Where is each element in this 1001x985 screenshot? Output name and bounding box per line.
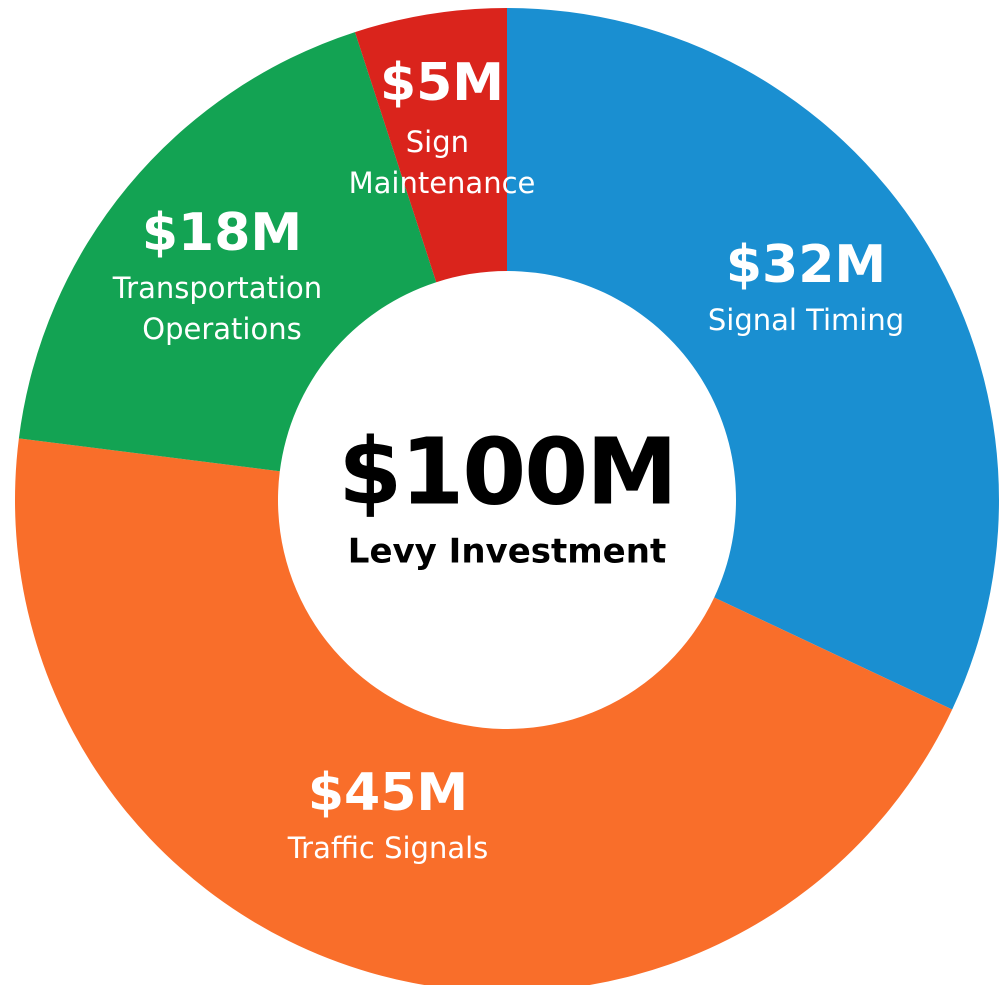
value-label: $32M <box>726 235 886 295</box>
value-label: $45M <box>308 763 468 823</box>
category-label: Sign Maintenance <box>349 125 536 200</box>
slice <box>15 438 953 985</box>
category-label: Transportation Operations <box>112 271 332 346</box>
slice <box>507 8 1000 710</box>
chart-title: Levy Investment <box>348 532 666 572</box>
labels: $32M Signal Timing $45M Traffic Signals $18M… <box>112 53 904 865</box>
value-label: $5M <box>380 53 504 113</box>
center-label: $100M <box>338 418 676 525</box>
slice <box>18 32 437 472</box>
category-label: Signal Timing <box>708 303 904 337</box>
category-label: Traffic Signals <box>287 831 489 865</box>
value-label: $18M <box>142 203 302 263</box>
slice <box>354 8 507 283</box>
slices <box>15 8 1000 985</box>
